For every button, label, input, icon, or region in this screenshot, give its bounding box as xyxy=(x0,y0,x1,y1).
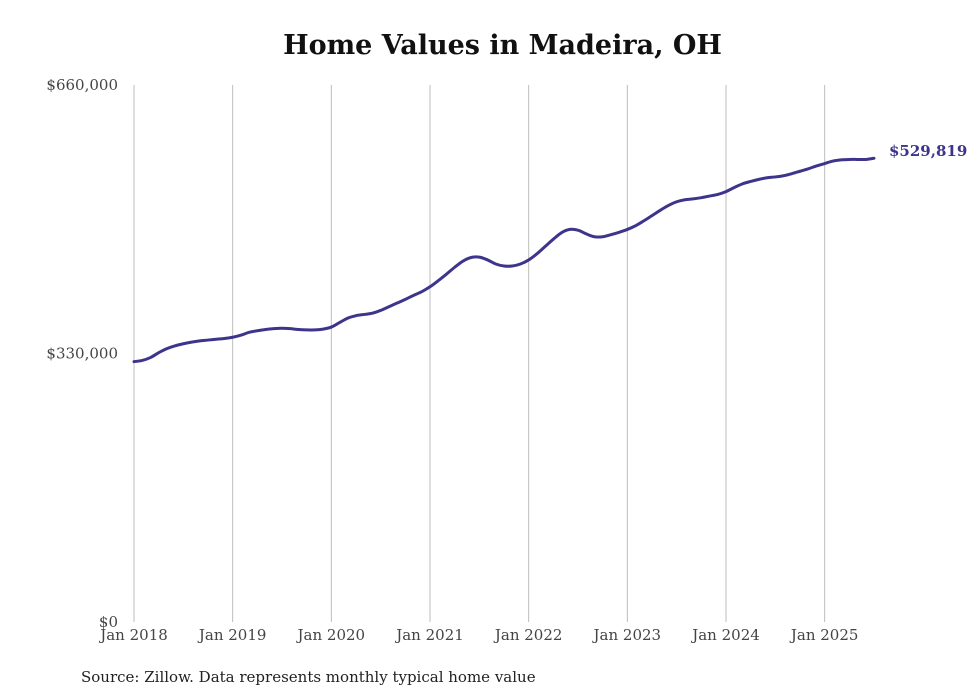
series-line xyxy=(132,156,876,364)
source-note: Source: Zillow. Data represents monthly … xyxy=(81,668,536,686)
x-tick-label: Jan 2019 xyxy=(197,626,267,644)
x-tick-label: Jan 2024 xyxy=(690,626,760,644)
chart-title: Home Values in Madeira, OH xyxy=(283,30,722,61)
x-tick-label: Jan 2025 xyxy=(789,626,859,644)
x-axis-ticks: Jan 2018 Jan 2019 Jan 2020 Jan 2021 Jan 2022… xyxy=(98,626,858,644)
y-tick-label: $330,000 xyxy=(46,345,118,363)
x-tick-label: Jan 2018 xyxy=(98,626,168,644)
x-tick-label: Jan 2021 xyxy=(394,626,464,644)
y-tick-label: $660,000 xyxy=(46,76,118,94)
x-tick-label: Jan 2020 xyxy=(296,626,366,644)
x-tick-label: Jan 2023 xyxy=(592,626,662,644)
end-value-label: $529,819 xyxy=(889,142,967,160)
gridlines xyxy=(133,85,826,622)
y-axis-ticks: $0 $330,000 $660,000 xyxy=(46,76,118,631)
x-tick-label: Jan 2022 xyxy=(493,626,563,644)
y-tick-label: $0 xyxy=(99,613,118,631)
